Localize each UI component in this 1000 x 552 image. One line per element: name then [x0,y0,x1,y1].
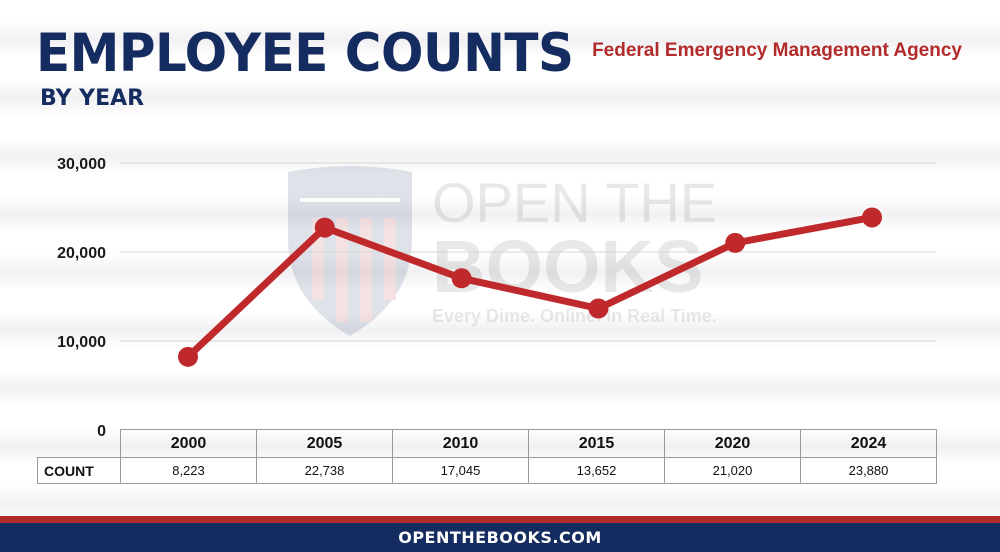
data-point-2005 [314,217,335,238]
page-title: EMPLOYEE COUNTS [36,22,574,84]
table-count-2010: 17,045 [392,457,529,484]
y-tick-label: 30,000 [57,156,106,173]
table-count-2000: 8,223 [120,457,257,484]
table-year-2005: 2005 [256,429,393,458]
watermark-tagline: Every Dime. Online. In Real Time. [432,306,717,326]
footer-url[interactable]: OPENTHEBOOKS.COM [0,523,1000,552]
page-subtitle: BY YEAR [40,86,145,111]
table-count-2005: 22,738 [256,457,393,484]
table-header-row: 2000 2005 2010 2015 2020 2024 [38,429,937,458]
table-count-2020: 21,020 [664,457,801,484]
table-year-2010: 2010 [392,429,529,458]
table-row: COUNT 8,223 22,738 17,045 13,652 21,020 … [37,457,937,484]
watermark-brand-line2: BOOKS [432,225,703,308]
table-corner [38,430,121,458]
y-tick-label: 10,000 [57,334,106,351]
series-line [184,213,876,361]
data-point-2024 [862,207,882,228]
y-tick-label: 20,000 [57,245,106,262]
footer-stripe [0,516,1000,523]
series-employee-count [178,207,882,367]
table-year-2000: 2000 [120,429,257,458]
table-count-2015: 13,652 [528,457,665,484]
table-count-2024: 23,880 [800,457,937,484]
data-point-2000 [178,346,198,367]
table-year-2015: 2015 [528,429,665,458]
data-point-2015 [588,298,609,319]
shield-flag-icon [288,166,412,336]
chart-grid [120,162,936,342]
watermark-brand-line1: OPEN THE [432,171,717,234]
data-table: 2000 2005 2010 2015 2020 2024 COUNT 8,22… [37,429,937,484]
table-year-2020: 2020 [664,429,801,458]
data-point-2020 [725,232,746,253]
data-point-2010 [451,268,472,289]
y-axis-ticks: 0 10,000 20,000 30,000 [57,156,106,440]
table-row-label: COUNT [37,457,121,484]
agency-name: Federal Emergency Management Agency [592,40,962,61]
table-year-2024: 2024 [800,429,937,458]
y-tick-label: 0 [97,423,106,440]
